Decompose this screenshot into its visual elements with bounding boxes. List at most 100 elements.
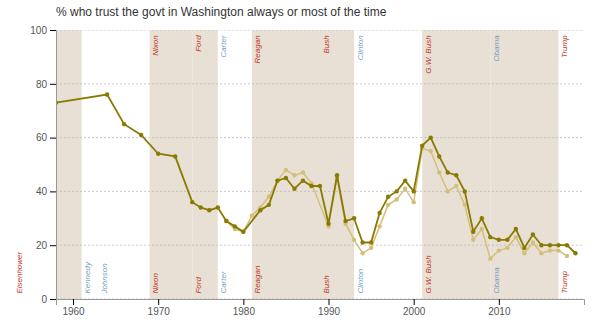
series-point [224, 219, 228, 223]
x-axis: 196019701980199020002010 [57, 299, 585, 317]
series-point [565, 243, 569, 247]
series-point [463, 203, 467, 207]
series-point [250, 213, 254, 217]
chart-svg: 196019701980199020002010020406080100Eise… [0, 0, 600, 325]
x-tick-label: 1970 [148, 306, 171, 317]
president-label-top: Nixon [151, 35, 160, 56]
president-label: Nixon [151, 273, 160, 294]
series-point [258, 208, 262, 212]
series-point [565, 254, 569, 258]
y-tick-label: 100 [30, 25, 47, 36]
y-tick-mark [50, 138, 56, 139]
series-point [326, 221, 330, 225]
series-point [233, 224, 237, 228]
plot-area: 196019701980199020002010020406080100Eise… [13, 25, 584, 317]
x-tick-mark [73, 299, 74, 305]
grid-line [56, 191, 584, 192]
series-point [522, 251, 526, 255]
series-point [548, 248, 552, 252]
series [56, 92, 578, 255]
x-tick-label: 2010 [488, 306, 511, 317]
series-point [369, 240, 373, 244]
series-point [275, 178, 279, 182]
x-tick: 1980 [233, 299, 256, 317]
president-label-top: Reagan [253, 35, 262, 64]
y-tick-label: 60 [36, 132, 48, 143]
president-label: Kennedy [83, 261, 92, 294]
series-point [173, 154, 177, 158]
president-label-top: Obama [492, 35, 501, 62]
series-point [437, 170, 441, 174]
president-label: Eisenhower [15, 251, 24, 293]
y-tick-label: 0 [41, 294, 47, 305]
y-tick-mark [50, 191, 56, 192]
y-tick-mark [50, 30, 56, 31]
series-point [224, 219, 228, 223]
series-point [514, 227, 518, 231]
series-point [105, 92, 109, 96]
series-point [403, 187, 407, 191]
series-point [335, 173, 339, 177]
series-point [284, 176, 288, 180]
series-point [343, 219, 347, 223]
series-point [394, 189, 398, 193]
series-point [377, 224, 381, 228]
series-point [505, 238, 509, 242]
president-label: Clinton [356, 268, 365, 293]
president-label: Johnson [100, 263, 109, 295]
series-point [284, 168, 288, 172]
series-point [369, 246, 373, 250]
x-tick: 2000 [403, 299, 426, 317]
series-point [309, 184, 313, 188]
series-point [411, 200, 415, 204]
y-tick: 100 [30, 25, 56, 36]
y-tick: 20 [36, 240, 56, 251]
x-tick: 1960 [62, 299, 85, 317]
president-label-top: Trump [560, 35, 569, 58]
series-point [386, 203, 390, 207]
president-label: Trump [560, 271, 569, 294]
president-label-top: Carter [219, 35, 228, 58]
x-tick: 2010 [488, 299, 511, 317]
president-band [422, 30, 490, 299]
series-point [122, 122, 126, 126]
y-tick: 80 [36, 79, 56, 90]
x-tick: 1970 [148, 299, 171, 317]
series-point [275, 178, 279, 182]
president-band [56, 30, 82, 299]
y-axis: 0 20 40 60 80 100 [30, 25, 56, 305]
y-tick-label: 80 [36, 79, 48, 90]
chart-container: 196019701980199020002010020406080100Eise… [0, 0, 600, 325]
president-label-top: Ford [194, 35, 203, 52]
x-tick-label: 1960 [62, 306, 85, 317]
president-band [252, 30, 320, 299]
president-labels: EisenhowerKennedyJohnsonNixonNixonFordFo… [15, 35, 569, 295]
series-point [429, 135, 433, 139]
series-point [522, 246, 526, 250]
series-point [556, 243, 560, 247]
x-tick-mark [329, 299, 330, 305]
y-tick-mark [50, 84, 56, 85]
series-line [226, 148, 567, 258]
president-label: Carter [219, 271, 228, 294]
grid-line [56, 137, 584, 138]
president-label: Obama [492, 267, 501, 294]
x-tick-label: 2000 [403, 306, 426, 317]
x-tick-mark [414, 299, 415, 305]
y-tick-label: 40 [36, 186, 48, 197]
grid-line [56, 245, 584, 246]
series-point [548, 243, 552, 247]
grid [56, 30, 584, 299]
series-point [267, 203, 271, 207]
y-tick-label: 20 [36, 240, 48, 251]
series-point [480, 216, 484, 220]
series-point [352, 238, 356, 242]
x-tick-label: 1980 [233, 306, 256, 317]
grid-line [56, 299, 584, 300]
series-point [318, 184, 322, 188]
series-point [471, 230, 475, 234]
president-band [192, 30, 218, 299]
x-axis-line [57, 300, 585, 306]
president-label-top: Clinton [356, 35, 365, 60]
y-tick: 60 [36, 132, 56, 143]
